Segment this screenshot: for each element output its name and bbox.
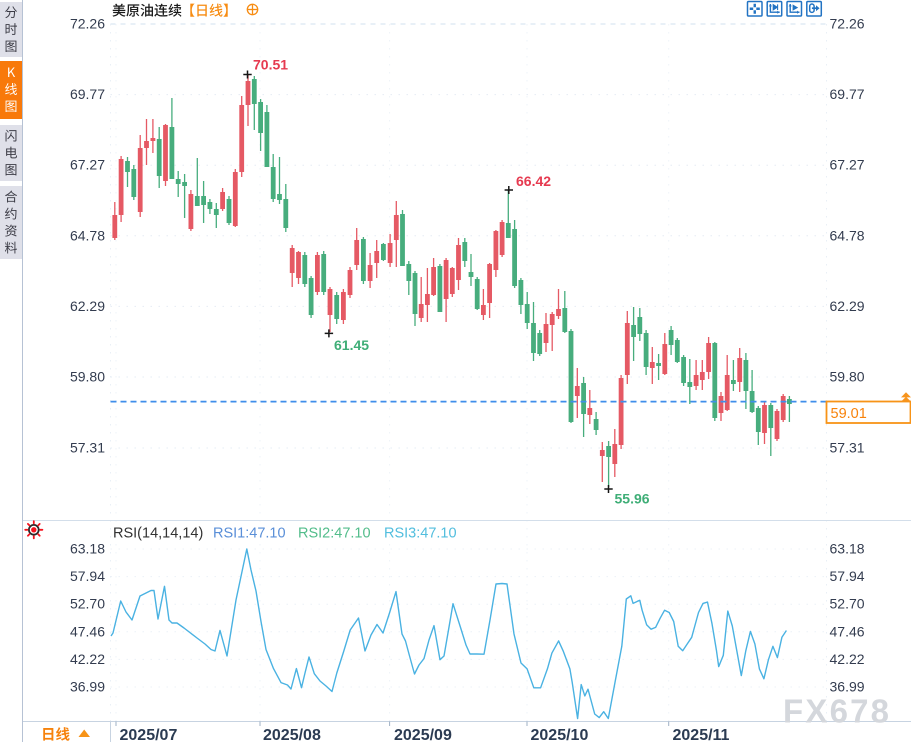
- svg-text:63.18: 63.18: [830, 541, 865, 557]
- svg-text:2025/09: 2025/09: [394, 727, 452, 742]
- svg-text:57.31: 57.31: [70, 440, 105, 456]
- svg-text:55.96: 55.96: [615, 491, 650, 507]
- svg-text:RSI(14,14,14): RSI(14,14,14): [113, 526, 203, 542]
- svg-text:52.70: 52.70: [70, 596, 105, 612]
- svg-text:67.27: 67.27: [830, 157, 865, 173]
- svg-text:64.78: 64.78: [70, 227, 105, 243]
- svg-text:67.27: 67.27: [70, 157, 105, 173]
- svg-text:63.18: 63.18: [70, 541, 105, 557]
- svg-text:47.46: 47.46: [830, 623, 865, 639]
- svg-text:57.94: 57.94: [830, 568, 865, 584]
- svg-text:59.80: 59.80: [70, 369, 105, 385]
- svg-text:64.78: 64.78: [830, 227, 865, 243]
- svg-text:57.31: 57.31: [830, 440, 865, 456]
- svg-text:2025/08: 2025/08: [263, 727, 321, 742]
- svg-text:62.29: 62.29: [70, 298, 105, 314]
- svg-text:57.94: 57.94: [70, 568, 105, 584]
- svg-text:36.99: 36.99: [830, 679, 865, 695]
- svg-text:59.01: 59.01: [831, 406, 867, 422]
- svg-text:72.26: 72.26: [830, 16, 865, 32]
- svg-text:62.29: 62.29: [830, 298, 865, 314]
- svg-text:RSI2:47.10: RSI2:47.10: [298, 526, 371, 542]
- svg-text:2025/11: 2025/11: [673, 727, 730, 742]
- svg-text:2025/10: 2025/10: [531, 727, 589, 742]
- svg-text:42.22: 42.22: [830, 651, 865, 667]
- svg-text:61.45: 61.45: [334, 337, 369, 353]
- svg-text:47.46: 47.46: [70, 623, 105, 639]
- svg-text:RSI1:47.10: RSI1:47.10: [213, 526, 286, 542]
- svg-text:42.22: 42.22: [70, 651, 105, 667]
- svg-text:2025/07: 2025/07: [120, 727, 178, 742]
- svg-text:69.77: 69.77: [830, 86, 865, 102]
- svg-text:59.80: 59.80: [830, 369, 865, 385]
- svg-text:36.99: 36.99: [70, 679, 105, 695]
- svg-text:69.77: 69.77: [70, 86, 105, 102]
- svg-text:66.42: 66.42: [516, 173, 551, 189]
- svg-text:52.70: 52.70: [830, 596, 865, 612]
- svg-text:FX678: FX678: [783, 693, 891, 730]
- svg-text:70.51: 70.51: [253, 57, 288, 73]
- svg-text:72.26: 72.26: [70, 16, 105, 32]
- svg-text:RSI3:47.10: RSI3:47.10: [384, 526, 457, 542]
